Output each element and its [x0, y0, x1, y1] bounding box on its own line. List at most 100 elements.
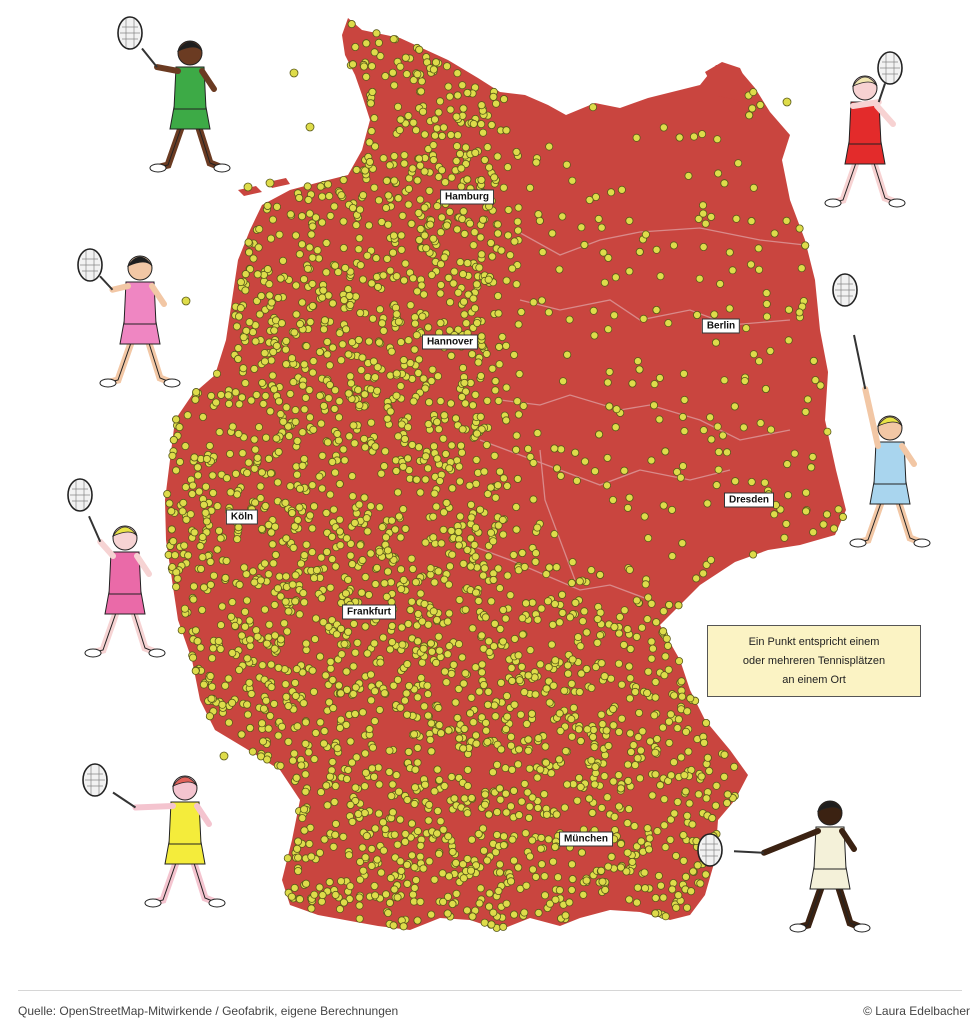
tennis-court-dot — [582, 665, 591, 674]
tennis-court-dot — [782, 519, 791, 528]
tennis-court-dot — [454, 685, 463, 694]
tennis-court-dot — [742, 324, 751, 333]
tennis-court-dot — [695, 274, 704, 283]
tennis-court-dot — [326, 772, 335, 781]
tennis-court-dot — [388, 808, 397, 817]
tennis-court-dot — [648, 644, 657, 653]
tennis-court-dot — [445, 92, 454, 101]
player-hair — [816, 801, 843, 812]
tennis-court-dot — [404, 200, 413, 209]
tennis-court-dot — [432, 124, 441, 133]
tennis-court-dot — [599, 248, 608, 257]
tennis-court-dot — [582, 876, 591, 885]
tennis-court-dot — [366, 549, 375, 558]
player-shoe — [913, 538, 931, 548]
tennis-court-dot — [284, 422, 293, 431]
tennis-court-dot — [712, 338, 721, 347]
tennis-court-dot — [699, 426, 708, 435]
tennis-court-dot — [308, 481, 317, 490]
tennis-court-dot — [186, 510, 195, 519]
player-hair — [126, 256, 153, 267]
tennis-court-dot — [209, 488, 218, 497]
tennis-court-dot — [574, 633, 583, 642]
tennis-court-dot — [469, 718, 478, 727]
tennis-court-dot — [367, 62, 376, 71]
tennis-court-dot — [179, 498, 188, 507]
tennis-court-dot — [400, 159, 409, 168]
tennis-court-dot — [517, 797, 526, 806]
tennis-court-dot — [254, 243, 263, 252]
tennis-court-dot — [301, 787, 310, 796]
tennis-court-dot — [305, 243, 314, 252]
tennis-court-dot — [377, 469, 386, 478]
tennis-court-dot — [436, 260, 445, 269]
tennis-court-dot — [429, 65, 438, 74]
tennis-court-dot — [370, 717, 379, 726]
legend-line: an einem Ort — [782, 674, 846, 686]
tennis-court-dot — [434, 567, 443, 576]
tennis-court-dot — [394, 194, 403, 203]
tennis-court-dot — [711, 801, 720, 810]
tennis-court-dot — [390, 176, 399, 185]
tennis-court-dot — [385, 161, 394, 170]
tennis-court-dot — [625, 493, 634, 502]
tennis-court-dot — [170, 551, 179, 560]
tennis-court-dot — [404, 112, 413, 121]
tennis-court-dot — [291, 691, 300, 700]
tennis-court-dot — [237, 393, 246, 402]
tennis-court-dot — [404, 682, 413, 691]
tennis-court-dot — [297, 761, 306, 770]
tennis-court-dot — [610, 812, 619, 821]
tennis-court-dot — [387, 347, 396, 356]
tennis-court-dot — [484, 637, 493, 646]
tennis-court-dot — [495, 360, 504, 369]
tennis-court-dot — [447, 173, 456, 182]
tennis-court-dot — [322, 238, 331, 247]
tennis-court-dot — [335, 329, 344, 338]
tennis-court-dot — [477, 713, 486, 722]
tennis-court-dot — [651, 894, 660, 903]
tennis-court-dot — [243, 468, 252, 477]
tennis-court-dot — [302, 540, 311, 549]
tennis-court-dot — [471, 148, 480, 157]
tennis-court-dot — [455, 477, 464, 486]
tennis-court-dot — [674, 891, 683, 900]
tennis-court-dot — [324, 622, 333, 631]
tennis-court-dot — [493, 220, 502, 229]
racket-handle — [112, 791, 137, 809]
tennis-court-dot — [310, 502, 319, 511]
tennis-court-dot — [493, 808, 502, 817]
tennis-court-dot — [467, 794, 476, 803]
tennis-court-dot — [537, 833, 546, 842]
tennis-court-dot — [491, 386, 500, 395]
tennis-court-dot — [520, 562, 529, 571]
tennis-court-dot — [603, 481, 612, 490]
tennis-court-dot — [485, 889, 494, 898]
tennis-court-dot — [665, 600, 674, 609]
tennis-court-dot — [593, 638, 602, 647]
tennis-court-dot — [274, 293, 283, 302]
tennis-court-dot — [514, 410, 523, 419]
tennis-court-dot — [310, 635, 319, 644]
tennis-ball — [305, 122, 315, 132]
tennis-court-dot — [339, 832, 348, 841]
tennis-court-dot — [239, 364, 248, 373]
tennis-court-dot — [579, 890, 588, 899]
tennis-court-dot — [291, 678, 300, 687]
tennis-court-dot — [427, 747, 436, 756]
tennis-court-dot — [784, 491, 793, 500]
tennis-court-dot — [482, 440, 491, 449]
tennis-court-dot — [533, 803, 542, 812]
tennis-court-dot — [295, 503, 304, 512]
tennis-court-dot — [811, 376, 820, 385]
tennis-court-dot — [193, 471, 202, 480]
tennis-court-dot — [560, 803, 569, 812]
tennis-court-dot — [180, 604, 189, 613]
tennis-court-dot — [680, 395, 689, 404]
tennis-court-dot — [369, 357, 378, 366]
tennis-court-dot — [349, 690, 358, 699]
tennis-court-dot — [384, 191, 393, 200]
tennis-court-dot — [458, 363, 467, 372]
tennis-court-dot — [547, 769, 556, 778]
tennis-court-dot — [679, 369, 688, 378]
